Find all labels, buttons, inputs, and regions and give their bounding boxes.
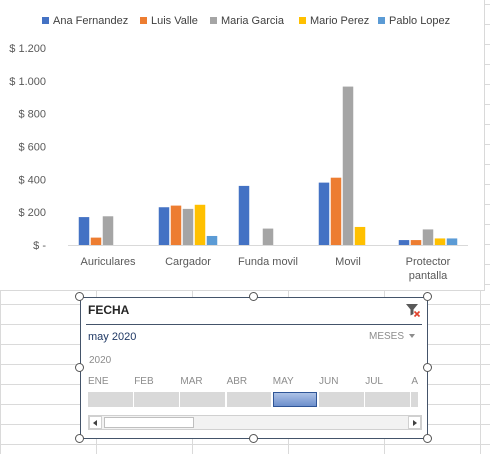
y-tick-label: $ 200 (18, 207, 46, 219)
x-tick-label: Protector (406, 256, 451, 268)
bar (318, 182, 330, 245)
bar (422, 229, 434, 245)
bar (434, 238, 446, 245)
bar (342, 86, 354, 246)
x-tick-label: Auriculares (80, 256, 136, 268)
bar (102, 216, 114, 245)
selection-label: may 2020 (88, 331, 137, 343)
y-tick-label: $ - (33, 240, 46, 252)
legend-swatch (140, 17, 147, 24)
bar (262, 228, 274, 245)
timeline-scrollbar[interactable] (88, 415, 422, 430)
month-labels: ENE FEB MAR ABR MAY JUN JUL AGO (88, 376, 418, 388)
bar (182, 208, 194, 245)
month-label: ABR (226, 376, 248, 387)
month-label: MAY (272, 376, 294, 387)
legend-swatch (378, 17, 385, 24)
month-bar[interactable] (226, 392, 272, 407)
resize-handle-top[interactable] (249, 292, 258, 301)
bar (398, 240, 410, 245)
bar (354, 226, 366, 245)
legend-label: Mario Perez (310, 15, 369, 27)
chevron-down-icon (409, 334, 415, 339)
month-bar-selected[interactable] (272, 392, 318, 407)
legend-label: Maria Garcia (221, 15, 285, 27)
scroll-left-button[interactable] (89, 416, 102, 429)
chart-svg: $ - $ 200 $ 400 $ 600 $ 800 $ 1.000 $ 1.200 Aur… (9, 15, 468, 282)
resize-handle-left[interactable] (75, 363, 84, 372)
time-level-label: MESES (368, 331, 404, 342)
x-tick-label: Movil (335, 256, 361, 268)
legend-swatch (42, 17, 49, 24)
bar (194, 204, 206, 245)
month-bar[interactable] (134, 392, 179, 407)
bar (238, 185, 250, 245)
y-tick-label: $ 800 (18, 109, 46, 121)
bar (410, 240, 422, 245)
scroll-right-button[interactable] (408, 416, 421, 429)
resize-handle-top-right[interactable] (423, 292, 432, 301)
legend-swatch (299, 17, 306, 24)
date-slicer[interactable]: FECHA may 2020 MESES 2020 ENE FEB MAR ABR MA… (80, 297, 428, 439)
month-label: AGO (411, 376, 418, 387)
month-label: JUN (319, 376, 339, 387)
bar (78, 217, 90, 245)
resize-handle-top-left[interactable] (75, 292, 84, 301)
legend-swatch (210, 17, 217, 24)
bar (206, 235, 218, 245)
month-label: MAR (180, 376, 203, 387)
month-timeline-bars[interactable] (88, 392, 418, 407)
scrollbar-thumb[interactable] (104, 417, 194, 428)
sales-chart[interactable]: $ - $ 200 $ 400 $ 600 $ 800 $ 1.000 $ 1.200 Aur… (0, 0, 485, 291)
resize-handle-bottom-right[interactable] (423, 434, 432, 443)
month-label: JUL (365, 376, 383, 387)
month-bar[interactable] (88, 392, 133, 407)
month-label: ENE (88, 376, 109, 387)
resize-handle-bottom[interactable] (249, 434, 258, 443)
month-bar[interactable] (180, 392, 225, 407)
month-bar[interactable] (319, 392, 364, 407)
arrow-left-icon (93, 419, 97, 426)
x-tick-label: Cargador (165, 256, 211, 268)
month-bar[interactable] (411, 392, 418, 407)
resize-handle-bottom-left[interactable] (75, 434, 84, 443)
bar (330, 177, 342, 245)
slicer-title: FECHA (88, 303, 130, 317)
month-label: FEB (134, 376, 154, 387)
slicer-title-divider (86, 324, 422, 325)
x-tick-label: Funda movil (238, 256, 298, 268)
bar (158, 207, 170, 245)
month-bar[interactable] (365, 392, 410, 407)
y-tick-label: $ 1.200 (9, 43, 46, 55)
year-label: 2020 (89, 355, 112, 366)
x-tick-label: pantalla (409, 270, 448, 282)
bar (170, 205, 182, 245)
bar (446, 238, 458, 245)
clear-filter-icon[interactable] (405, 302, 421, 318)
resize-handle-right[interactable] (423, 363, 432, 372)
bar (90, 237, 102, 245)
time-level-dropdown[interactable]: MESES (369, 331, 415, 342)
y-tick-label: $ 400 (18, 174, 46, 186)
arrow-right-icon (413, 419, 417, 426)
legend-label: Pablo Lopez (389, 15, 450, 27)
y-tick-label: $ 1.000 (9, 76, 46, 88)
legend-label: Luis Valle (151, 15, 198, 27)
y-tick-label: $ 600 (18, 142, 46, 154)
legend-label: Ana Fernandez (53, 15, 128, 27)
